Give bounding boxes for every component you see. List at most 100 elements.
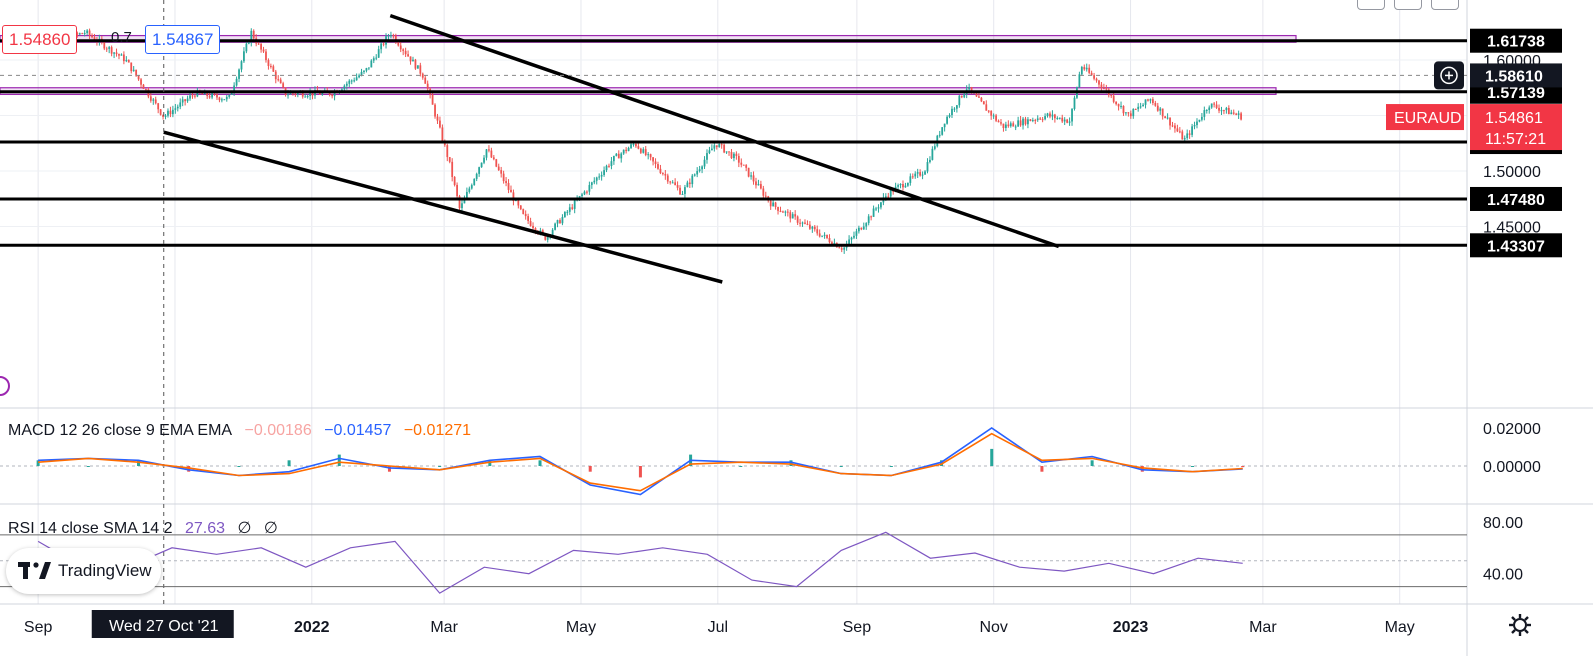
price-candle — [566, 211, 569, 213]
price-candle — [821, 235, 824, 237]
price-candle — [676, 185, 679, 188]
price-candle — [321, 92, 324, 95]
price-candle — [289, 92, 292, 95]
price-candle — [164, 115, 167, 117]
price-candle — [1014, 126, 1017, 128]
macd-histogram-bar — [337, 454, 341, 466]
price-candle — [169, 110, 172, 115]
price-candle — [804, 222, 806, 224]
price-candle — [1098, 80, 1100, 85]
gear-icon[interactable] — [1507, 612, 1533, 638]
crosshair-price-left: 1.54860 — [2, 25, 78, 54]
price-candle — [740, 162, 743, 165]
time-axis-tick-label: May — [1385, 619, 1415, 636]
price-candle — [1225, 107, 1228, 111]
price-candle — [145, 88, 147, 90]
price-candle — [1183, 138, 1186, 140]
price-candle — [774, 202, 777, 207]
price-candle — [764, 195, 767, 197]
price-candle — [1200, 116, 1203, 120]
price-candle — [1105, 88, 1108, 90]
price-candle — [287, 94, 289, 96]
time-axis-tick-label: Mar — [430, 619, 458, 636]
level-price-tag — [1470, 186, 1562, 211]
price-candle — [997, 120, 1000, 123]
price-candle — [1169, 117, 1171, 126]
price-candle — [522, 209, 525, 214]
price-candle — [586, 191, 588, 193]
price-candle — [179, 102, 182, 107]
price-candle — [698, 169, 701, 172]
price-candle — [975, 93, 978, 97]
price-candle — [397, 42, 400, 46]
price-candle — [488, 149, 490, 151]
plus-circle-icon — [1440, 66, 1458, 85]
price-candle — [1056, 117, 1059, 119]
price-candle — [162, 114, 164, 117]
price-candle — [715, 145, 718, 147]
price-candle — [1088, 67, 1091, 73]
macd-histogram-bar — [187, 466, 191, 472]
price-candle — [652, 157, 654, 162]
level-price-label: 1.47480 — [1487, 192, 1545, 209]
time-axis-tick-label: 2023 — [1113, 619, 1149, 636]
price-candle — [669, 181, 672, 183]
price-candle — [1012, 123, 1015, 127]
price-candle — [955, 105, 958, 109]
price-candle — [877, 207, 880, 209]
price-candle — [252, 30, 255, 39]
chevron-down-icon[interactable] — [1357, 0, 1385, 10]
price-candle — [1134, 108, 1137, 110]
macd-histogram-bar — [1190, 466, 1194, 467]
price-candle — [622, 149, 625, 154]
price-candle — [130, 62, 133, 72]
level-price-label: 1.43307 — [1487, 238, 1545, 255]
price-candle — [1046, 113, 1049, 117]
price-candle — [88, 30, 91, 36]
price-candle — [664, 174, 667, 176]
price-candle — [772, 202, 775, 207]
price-candle — [358, 75, 360, 78]
price-candle — [318, 92, 321, 95]
price-candle — [598, 176, 601, 178]
price-candle — [590, 182, 593, 186]
price-candle — [595, 177, 598, 181]
price-candle — [1137, 106, 1140, 110]
price-candle — [372, 58, 375, 61]
price-candle — [507, 182, 510, 190]
close-icon[interactable] — [1394, 0, 1422, 10]
price-candle — [921, 174, 924, 176]
price-candle — [784, 211, 787, 213]
price-candle — [620, 153, 623, 159]
tradingview-logo[interactable]: TradingView — [6, 548, 161, 594]
maximize-icon[interactable] — [1431, 0, 1459, 10]
price-candle — [480, 162, 483, 168]
price-candle — [720, 144, 723, 146]
price-candle — [1093, 75, 1095, 79]
price-candle — [904, 185, 907, 188]
price-candle — [174, 108, 177, 110]
price-candle — [1149, 99, 1152, 101]
rsi-legend: RSI 14 close SMA 14 2 27.63 ∅ ∅ — [8, 518, 286, 538]
price-candle — [93, 37, 96, 41]
price-candle — [235, 78, 238, 86]
price-candle — [745, 165, 748, 168]
last-price-label: 1.54861 — [1485, 110, 1543, 127]
price-candle — [345, 83, 348, 86]
price-candle — [414, 59, 417, 69]
price-candle — [914, 173, 917, 177]
price-candle — [1102, 88, 1105, 90]
macd-histogram-bar — [739, 466, 743, 467]
price-candle — [1085, 67, 1088, 70]
price-candle — [762, 188, 765, 196]
price-candle — [127, 59, 130, 63]
price-candle — [137, 75, 140, 80]
price-candle — [681, 193, 684, 195]
price-candle — [1080, 67, 1083, 75]
price-candle — [801, 222, 804, 224]
time-axis-tick-label: Mar — [1249, 619, 1277, 636]
price-candle — [1210, 103, 1213, 108]
price-candle — [76, 33, 79, 35]
